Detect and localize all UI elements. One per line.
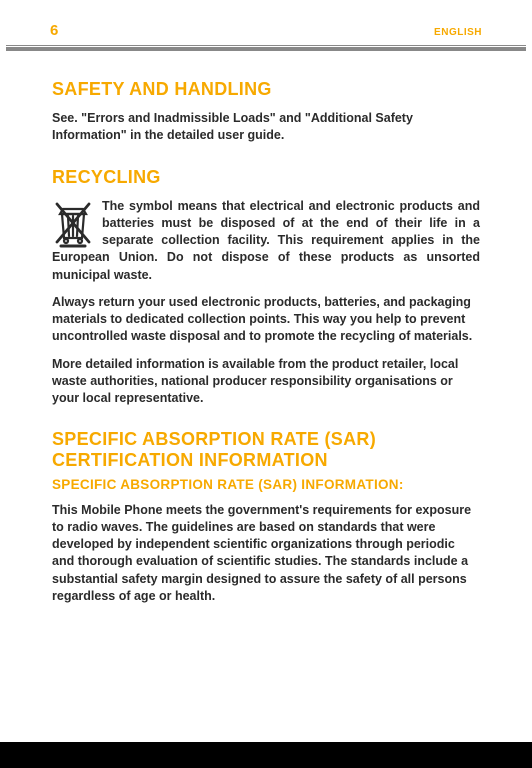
section-safety: SAFETY AND HANDLING See. "Errors and Ina… — [52, 79, 480, 145]
page-content: SAFETY AND HANDLING See. "Errors and Ina… — [0, 51, 532, 605]
page-number: 6 — [50, 22, 58, 39]
sar-body: This Mobile Phone meets the government's… — [52, 502, 480, 606]
sar-subtitle: SPECIFIC ABSORPTION RATE (SAR) INFORMATI… — [52, 477, 480, 492]
recycling-title: RECYCLING — [52, 167, 480, 188]
safety-title: SAFETY AND HANDLING — [52, 79, 480, 100]
recycling-p2: Always return your used electronic produ… — [52, 294, 480, 346]
section-sar: SPECIFIC ABSORPTION RATE (SAR) CERTIFICA… — [52, 429, 480, 605]
safety-body: See. "Errors and Inadmissible Loads" and… — [52, 110, 480, 145]
language-label: ENGLISH — [434, 27, 482, 38]
page-header: 6 ENGLISH — [0, 0, 532, 45]
footer-bar — [0, 742, 532, 768]
header-divider-thin — [6, 45, 526, 46]
recycling-p3: More detailed information is available f… — [52, 356, 480, 408]
weee-bin-icon — [52, 200, 94, 248]
recycling-p1: The symbol means that electrical and ele… — [52, 198, 480, 284]
sar-title: SPECIFIC ABSORPTION RATE (SAR) CERTIFICA… — [52, 429, 480, 470]
section-recycling: RECYCLING — [52, 167, 480, 408]
